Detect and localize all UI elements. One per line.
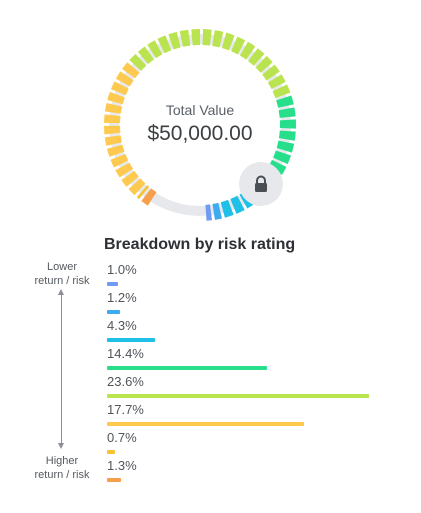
donut-segment [104, 135, 122, 146]
risk-row-percent: 4.3% [107, 318, 137, 333]
donut-segment [220, 199, 234, 218]
risk-row-bar [107, 310, 121, 314]
risk-row-bar [107, 282, 119, 286]
donut-segment [279, 119, 296, 129]
donut-segment [179, 29, 191, 47]
donut-segment [202, 29, 212, 46]
donut-segment [262, 64, 280, 81]
risk-row-percent: 0.7% [107, 430, 137, 445]
donut-segment [107, 91, 125, 105]
donut-segment [141, 188, 157, 206]
arrow-up-icon [58, 289, 64, 295]
risk-row-percent: 14.4% [107, 346, 144, 361]
risk-row-bar [107, 450, 115, 454]
donut-segment [272, 84, 291, 99]
risk-row: 1.0% [107, 262, 407, 290]
donut-segment [129, 53, 147, 71]
risk-row: 14.4% [107, 346, 407, 374]
risk-breakdown-list: 1.0% 1.2% 4.3% 14.4% 23.6% 17.7% 0.7% 1.… [107, 262, 407, 486]
total-value-label: Total Value [165, 102, 235, 118]
donut-segment [110, 153, 129, 168]
axis-bottom-line-1: Higher [45, 455, 79, 467]
donut-segment [104, 114, 121, 124]
risk-row-percent: 17.7% [107, 402, 144, 417]
axis-higher-risk-label: Higher return / risk [22, 454, 102, 482]
portfolio-donut: Total Value $50,000.00 [0, 0, 421, 230]
donut-segment [191, 29, 201, 46]
risk-row: 1.2% [107, 290, 407, 318]
risk-row-bar [107, 394, 369, 398]
breakdown-title: Breakdown by risk rating [104, 236, 296, 253]
risk-row: 1.3% [107, 458, 407, 486]
donut-segment [212, 202, 222, 220]
axis-top-line-1: Lower [47, 261, 77, 273]
donut-segment [239, 41, 256, 60]
donut-segment [255, 55, 273, 73]
donut-segment [267, 74, 286, 90]
donut-segment [104, 102, 123, 114]
donut-segment [122, 62, 140, 79]
axis-lower-risk-label: Lower return / risk [22, 260, 102, 288]
risk-row: 4.3% [107, 318, 407, 346]
risk-row-percent: 23.6% [107, 374, 144, 389]
lock-button[interactable] [239, 162, 283, 206]
risk-row-bar [107, 478, 122, 482]
donut-segment [231, 36, 246, 55]
donut-segment [268, 159, 287, 175]
donut-segment [212, 30, 224, 48]
donut-segment [221, 32, 235, 51]
donut-segment [276, 95, 294, 108]
donut-segment [128, 178, 146, 196]
donut-segment [115, 162, 134, 178]
donut-segment [106, 144, 125, 157]
donut-segment [115, 71, 134, 87]
risk-row: 17.7% [107, 402, 407, 430]
donut-segment [147, 40, 163, 59]
risk-row-percent: 1.0% [107, 262, 137, 277]
donut-segment [205, 204, 212, 221]
donut-segment [278, 107, 296, 118]
donut-segment [276, 140, 295, 153]
risk-row: 0.7% [107, 430, 407, 458]
donut-segment [104, 125, 121, 135]
risk-row-percent: 1.3% [107, 458, 137, 473]
arrow-down-icon [58, 443, 64, 449]
donut-segment [248, 48, 265, 66]
risk-axis-line [61, 293, 62, 445]
donut-segment [278, 130, 296, 141]
donut-segment [157, 35, 172, 54]
donut-segment [168, 31, 181, 50]
donut-segment [137, 46, 154, 65]
risk-row-percent: 1.2% [107, 290, 137, 305]
lock-icon [255, 175, 267, 192]
donut-segment [136, 185, 150, 200]
donut-segment [121, 170, 139, 187]
risk-row-bar [107, 422, 304, 426]
donut-segment [230, 195, 245, 214]
total-value-amount: $50,000.00 [147, 122, 253, 145]
donut-segment [273, 150, 292, 165]
risk-row: 23.6% [107, 374, 407, 402]
risk-row-bar [107, 366, 267, 370]
axis-top-line-2: return / risk [34, 275, 90, 287]
donut-segment [110, 81, 129, 96]
risk-row-bar [107, 338, 155, 342]
axis-bottom-line-2: return / risk [34, 469, 90, 481]
